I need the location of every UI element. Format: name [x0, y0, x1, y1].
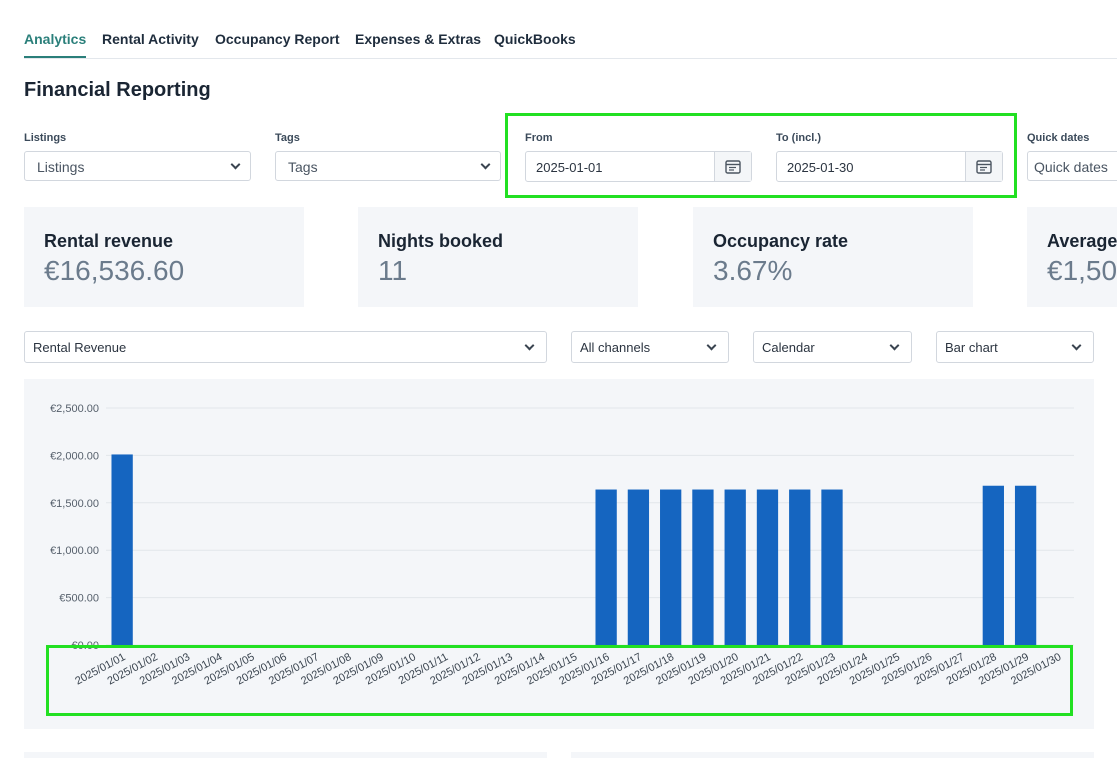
- y-tick-label: €1,500.00: [50, 498, 99, 510]
- chevron-down-icon: [1071, 340, 1082, 351]
- chart-bar: [595, 489, 617, 645]
- card-value: €16,536.60: [44, 255, 185, 286]
- chart-bar: [724, 489, 746, 645]
- to-label: To (incl.): [776, 132, 822, 144]
- chart-bar: [660, 489, 682, 645]
- calendar-icon[interactable]: [714, 152, 751, 181]
- quick-dates-label: Quick dates: [1027, 132, 1090, 144]
- y-tick-label: €2,000.00: [50, 450, 99, 462]
- y-tick-label: €500.00: [59, 593, 99, 605]
- bottom-card-left: [24, 752, 547, 758]
- card-value: €1,50: [1047, 255, 1117, 286]
- calendar-icon[interactable]: [965, 152, 1002, 181]
- metric-select-value: Rental Revenue: [33, 340, 127, 355]
- chevron-down-icon: [524, 340, 535, 351]
- chevron-down-icon: [480, 159, 491, 170]
- card-value: 3.67%: [713, 255, 793, 286]
- bottom-card-right: [571, 752, 1094, 758]
- chart-type-select-value: Bar chart: [945, 340, 998, 355]
- tags-select-value: Tags: [288, 159, 318, 175]
- card-rental-revenue: Rental revenue €16,536.60: [24, 207, 304, 307]
- listings-select-value: Listings: [37, 159, 85, 175]
- listings-label: Listings: [24, 132, 67, 144]
- view-select-value: Calendar: [762, 340, 815, 355]
- chart-bar: [1014, 485, 1037, 645]
- channels-select-value: All channels: [580, 340, 651, 355]
- listings-select[interactable]: Listings: [24, 151, 251, 181]
- chart-type-select[interactable]: Bar chart: [936, 331, 1094, 363]
- card-occupancy-rate: Occupancy rate 3.67%: [693, 207, 973, 307]
- chart-bar: [789, 489, 811, 645]
- metric-select[interactable]: Rental Revenue: [24, 331, 547, 363]
- channels-select[interactable]: All channels: [571, 331, 729, 363]
- chart-bar: [111, 454, 133, 645]
- tab-expenses-extras[interactable]: Expenses & Extras: [355, 31, 482, 47]
- card-title: Occupancy rate: [713, 231, 849, 251]
- tab-rental-activity[interactable]: Rental Activity: [102, 31, 199, 47]
- from-date-value: 2025-01-01: [536, 160, 603, 175]
- y-tick-label: €2,500.00: [50, 403, 99, 415]
- card-title: Nights booked: [378, 231, 503, 251]
- chevron-down-icon: [230, 159, 241, 170]
- to-date-field[interactable]: 2025-01-30: [776, 151, 1003, 182]
- tab-analytics[interactable]: Analytics: [24, 31, 87, 58]
- y-tick-label: €0.00: [71, 640, 99, 652]
- chart-bar: [627, 489, 650, 645]
- chart-bar: [756, 489, 779, 645]
- card-nights-booked: Nights booked 11: [358, 207, 638, 307]
- chart-bar: [982, 485, 1004, 645]
- chart-bar: [821, 489, 843, 645]
- view-select[interactable]: Calendar: [753, 331, 912, 363]
- chevron-down-icon: [706, 340, 717, 351]
- revenue-chart-panel: €0.00 €500.00 €1,000.00 €1,500.00 €2,000.00 €…: [24, 379, 1094, 729]
- card-value: 11: [378, 255, 408, 286]
- tab-quickbooks[interactable]: QuickBooks: [494, 31, 576, 47]
- chevron-down-icon: [889, 340, 900, 351]
- revenue-bar-chart: €0.00 €500.00 €1,000.00 €1,500.00 €2,000.00 €…: [50, 403, 1074, 687]
- to-date-value: 2025-01-30: [787, 160, 854, 175]
- card-average: Average €1,50: [1027, 207, 1117, 307]
- from-label: From: [525, 132, 553, 144]
- y-tick-label: €1,000.00: [50, 545, 99, 557]
- from-date-field[interactable]: 2025-01-01: [525, 151, 752, 182]
- card-title: Average: [1047, 231, 1117, 251]
- page-title: Financial Reporting: [24, 79, 211, 101]
- tags-select[interactable]: Tags: [275, 151, 501, 181]
- report-tabs: Analytics Rental Activity Occupancy Repo…: [24, 0, 1117, 59]
- quick-dates-value: Quick dates: [1034, 159, 1108, 175]
- card-title: Rental revenue: [44, 231, 174, 251]
- tab-occupancy-report[interactable]: Occupancy Report: [215, 31, 340, 47]
- chart-bar: [692, 489, 714, 645]
- tags-label: Tags: [275, 132, 300, 144]
- quick-dates-select[interactable]: Quick dates: [1027, 151, 1117, 181]
